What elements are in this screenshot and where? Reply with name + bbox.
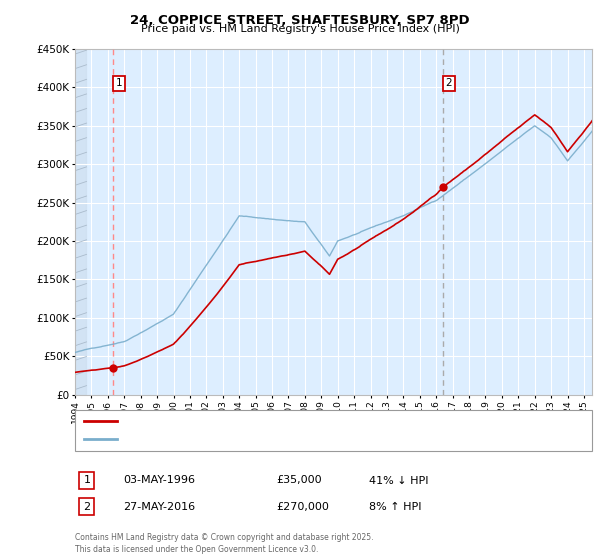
Text: 8% ↑ HPI: 8% ↑ HPI [369,502,421,512]
Text: Contains HM Land Registry data © Crown copyright and database right 2025.
This d: Contains HM Land Registry data © Crown c… [75,533,373,554]
Text: 03-MAY-1996: 03-MAY-1996 [123,475,195,486]
Text: 1: 1 [83,475,91,486]
Text: 24, COPPICE STREET, SHAFTESBURY, SP7 8PD: 24, COPPICE STREET, SHAFTESBURY, SP7 8PD [130,14,470,27]
Text: 41% ↓ HPI: 41% ↓ HPI [369,475,428,486]
Text: 24, COPPICE STREET, SHAFTESBURY, SP7 8PD (semi-detached house): 24, COPPICE STREET, SHAFTESBURY, SP7 8PD… [123,417,453,426]
Text: 1: 1 [116,78,122,88]
Text: Price paid vs. HM Land Registry's House Price Index (HPI): Price paid vs. HM Land Registry's House … [140,24,460,34]
Bar [75,49,86,395]
Text: £270,000: £270,000 [276,502,329,512]
Text: 2: 2 [445,78,452,88]
Text: HPI: Average price, semi-detached house, Dorset: HPI: Average price, semi-detached house,… [123,435,357,444]
Text: £35,000: £35,000 [276,475,322,486]
Text: 2: 2 [83,502,91,512]
Text: 27-MAY-2016: 27-MAY-2016 [123,502,195,512]
